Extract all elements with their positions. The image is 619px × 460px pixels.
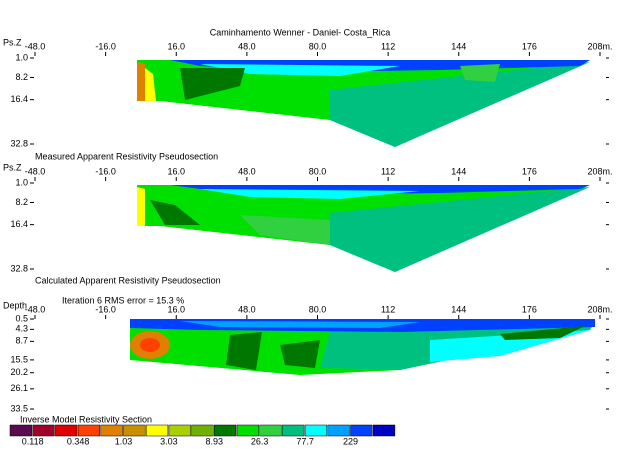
y-tick-label: 26.1	[10, 383, 28, 393]
color-swatch	[214, 424, 237, 437]
color-swatch	[282, 424, 305, 437]
color-scale-label: 1.03	[115, 436, 133, 446]
color-scale-label: 0.118	[22, 436, 44, 446]
x-tick-label: 208m.	[587, 166, 612, 176]
x-tick-label: 208m.	[587, 41, 612, 51]
inverse-model	[130, 319, 595, 375]
color-swatch	[77, 424, 101, 437]
x-tick-label: 16.0	[167, 166, 185, 176]
y-tick-label: 20.2	[10, 367, 28, 377]
x-tick-label: 16.0	[167, 41, 185, 51]
color-swatch	[259, 424, 282, 437]
color-swatch	[123, 424, 146, 437]
x-tick-label: 112	[381, 41, 395, 51]
x-tick-label: 80.0	[309, 166, 327, 176]
pseudosection-calculated	[137, 185, 590, 272]
color-swatch	[191, 424, 214, 437]
color-swatch	[350, 424, 373, 437]
x-tick-label: -48.0	[25, 304, 46, 314]
color-swatch	[236, 424, 259, 437]
section-caption: Inverse Model Resistivity Section	[20, 414, 152, 424]
x-tick-label: 208m.	[587, 304, 612, 314]
axes: Caminhamento Wenner - Daniel- Costa_Rica…	[3, 27, 613, 446]
y-tick-label: 1.0	[15, 52, 28, 62]
color-swatch	[168, 424, 191, 437]
x-tick-label: 48.0	[238, 304, 256, 314]
x-tick-label: 16.0	[167, 304, 185, 314]
y-axis-label: Ps.Z	[3, 162, 22, 172]
y-tick-label: 33.5	[10, 403, 28, 413]
chart-title: Caminhamento Wenner - Daniel- Costa_Rica	[210, 27, 390, 37]
color-swatch	[304, 424, 328, 437]
y-tick-label: 0.5	[15, 313, 28, 323]
y-tick-label: 1.0	[15, 177, 28, 187]
pseudosection-measured	[137, 60, 590, 147]
x-tick-label: -16.0	[95, 41, 116, 51]
x-tick-label: 48.0	[238, 41, 256, 51]
iteration-note: Iteration 6 RMS error = 15.3 %	[62, 295, 184, 305]
y-axis-label: Depth	[3, 300, 27, 310]
x-tick-label: 112	[381, 166, 395, 176]
y-tick-label: 15.5	[10, 354, 28, 364]
color-scale-label: 229	[343, 436, 358, 446]
x-tick-label: 144	[451, 304, 466, 314]
y-tick-label: 32.8	[10, 263, 28, 273]
x-tick-label: -48.0	[25, 166, 46, 176]
section-caption: Measured Apparent Resistivity Pseudosect…	[35, 151, 218, 161]
color-swatch	[372, 424, 396, 437]
y-tick-label: 16.4	[10, 94, 28, 104]
x-tick-label: 144	[451, 41, 466, 51]
x-tick-label: 176	[522, 304, 537, 314]
x-tick-label: 48.0	[238, 166, 256, 176]
x-tick-label: -16.0	[95, 304, 116, 314]
y-axis-label: Ps.Z	[3, 37, 22, 47]
x-tick-label: 112	[381, 304, 395, 314]
x-tick-label: 80.0	[309, 304, 327, 314]
x-tick-label: 176	[522, 41, 537, 51]
color-swatch	[9, 424, 32, 437]
color-swatch	[55, 424, 78, 437]
color-scale-label: 0.348	[67, 436, 90, 446]
color-scale-label: 8.93	[206, 436, 224, 446]
x-tick-label: -48.0	[25, 41, 46, 51]
y-tick-label: 8.2	[15, 72, 28, 82]
x-tick-label: 176	[522, 166, 537, 176]
color-swatch	[145, 424, 169, 437]
y-tick-label: 32.8	[10, 138, 28, 148]
color-scale-label: 3.03	[160, 436, 178, 446]
color-scale-label: 26.3	[251, 436, 269, 446]
y-tick-label: 16.4	[10, 219, 28, 229]
color-swatch	[327, 424, 350, 437]
color-swatch	[100, 424, 123, 437]
color-swatch	[32, 424, 55, 437]
section-caption: Calculated Apparent Resistivity Pseudose…	[35, 275, 221, 285]
color-scale-label: 77.7	[296, 436, 314, 446]
x-tick-label: 80.0	[309, 41, 327, 51]
section-shapes	[130, 60, 595, 375]
x-tick-label: -16.0	[95, 166, 116, 176]
y-tick-label: 8.2	[15, 197, 28, 207]
x-tick-label: 144	[451, 166, 466, 176]
y-tick-label: 8.7	[15, 336, 28, 346]
y-tick-label: 4.3	[15, 324, 28, 334]
